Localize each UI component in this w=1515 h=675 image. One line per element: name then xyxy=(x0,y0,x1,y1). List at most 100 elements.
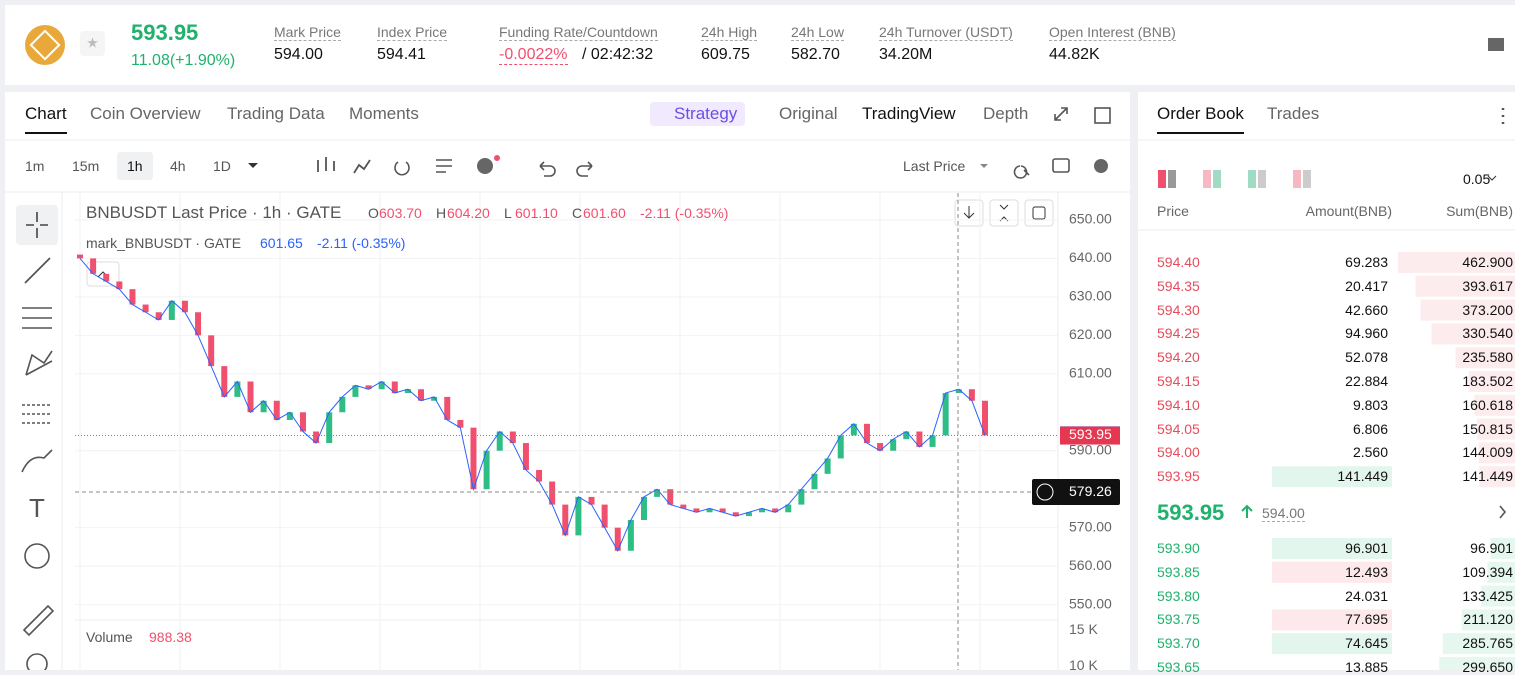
candle-body xyxy=(352,385,359,397)
chart-panel xyxy=(5,92,1130,670)
book-sum: 150.815 xyxy=(1462,420,1513,437)
y-tick-label: 550.00 xyxy=(1069,595,1112,611)
trade-flash xyxy=(1272,609,1392,631)
view-tab[interactable]: Strategy xyxy=(650,102,746,126)
candle-body xyxy=(391,381,398,394)
candle-body xyxy=(260,400,267,413)
candle-body xyxy=(798,489,805,505)
view-tab[interactable]: Original xyxy=(779,104,838,123)
ruler-tool[interactable] xyxy=(22,604,55,637)
depth-bar xyxy=(1490,538,1515,559)
dropdown-caret[interactable] xyxy=(1487,175,1497,181)
stat-label[interactable]: 24h Turnover (USDT) xyxy=(879,24,1013,41)
depth-bar xyxy=(1468,371,1515,392)
candle-body xyxy=(719,508,726,513)
candle-body xyxy=(247,381,254,413)
interval-button[interactable]: 1D xyxy=(213,158,231,174)
chart-tab[interactable]: Coin Overview xyxy=(90,104,201,123)
fit-button[interactable] xyxy=(989,199,1019,227)
interval-button[interactable]: 15m xyxy=(72,158,100,174)
book-price: 594.10 xyxy=(1157,396,1200,413)
mark-price-line xyxy=(79,258,986,552)
candle-body xyxy=(509,431,516,444)
dropdown-caret[interactable] xyxy=(248,163,258,168)
candle-body xyxy=(273,400,280,420)
line-tool[interactable] xyxy=(24,257,51,284)
candle-body xyxy=(234,381,241,397)
chart-tab[interactable]: Chart xyxy=(25,104,67,134)
candle-body xyxy=(536,469,543,482)
book-price: 594.25 xyxy=(1157,325,1200,342)
search-icon[interactable] xyxy=(1013,165,1030,179)
depth-bar xyxy=(1415,275,1515,297)
reset-button[interactable] xyxy=(1024,199,1054,227)
candle-body xyxy=(693,508,700,513)
candle-body xyxy=(496,431,503,451)
stat-label[interactable]: Index Price xyxy=(377,24,448,41)
precision[interactable]: 0.05 xyxy=(1463,171,1491,187)
book-amount: 6.806 xyxy=(1352,420,1388,437)
interval-button[interactable]: 1m xyxy=(25,158,45,174)
chevron-right[interactable] xyxy=(1499,505,1507,519)
price-source[interactable]: Last Price xyxy=(903,158,966,174)
text-tool[interactable]: T xyxy=(29,493,45,523)
up-arrow xyxy=(1241,504,1253,518)
candle-body xyxy=(457,419,464,428)
favorite-button[interactable] xyxy=(80,31,105,56)
undo-redo[interactable] xyxy=(539,161,593,177)
book-layout-icons[interactable] xyxy=(1158,170,1311,188)
add-indicator[interactable] xyxy=(477,158,493,174)
candle-body xyxy=(483,450,490,490)
trade-flash xyxy=(1272,633,1392,655)
depth-bar xyxy=(1479,466,1515,488)
emoji-tool[interactable] xyxy=(24,543,50,569)
chart-tab[interactable]: Moments xyxy=(349,104,419,123)
candle-body xyxy=(916,431,923,447)
candle-body xyxy=(575,496,582,536)
book-amount: 52.078 xyxy=(1345,349,1388,366)
interval-button[interactable]: 4h xyxy=(170,158,186,174)
candle-body xyxy=(982,400,988,436)
pattern-tool[interactable] xyxy=(25,350,53,376)
book-price: 594.30 xyxy=(1157,301,1200,318)
stat-label[interactable]: 24h Low xyxy=(791,24,844,41)
crosshair-tool[interactable] xyxy=(16,205,58,245)
stat-label[interactable]: Funding Rate/Countdown xyxy=(499,24,658,41)
dropdown-caret[interactable] xyxy=(980,164,988,168)
crosshair-plus xyxy=(1036,483,1054,501)
book-tab[interactable]: Order Book xyxy=(1157,104,1244,134)
notice-dot xyxy=(494,155,500,161)
book-tab[interactable]: Trades xyxy=(1267,104,1320,123)
book-amount: 13.885 xyxy=(1345,659,1388,675)
candle-body xyxy=(955,389,962,394)
stat-label[interactable]: Open Interest (BNB) xyxy=(1049,24,1176,41)
book-amount: 94.960 xyxy=(1345,325,1388,342)
brush-tool[interactable] xyxy=(21,449,53,473)
book-sum: 144.009 xyxy=(1462,444,1513,461)
zoom-tool[interactable] xyxy=(26,653,48,670)
candle-body xyxy=(181,300,188,313)
stat-label[interactable]: Mark Price xyxy=(274,24,341,41)
expand-icon[interactable] xyxy=(1054,107,1068,121)
view-tab[interactable]: Depth xyxy=(983,104,1029,123)
candle-body xyxy=(365,385,372,390)
stat-value: 582.70 xyxy=(791,46,840,63)
y-tick-label: 560.00 xyxy=(1069,557,1112,573)
stat-label[interactable]: 24h High xyxy=(701,24,758,41)
last-price: 593.95 xyxy=(131,20,199,45)
projection-tool[interactable] xyxy=(22,404,52,424)
chart-style-icons[interactable] xyxy=(317,157,371,174)
toolbar-icons[interactable] xyxy=(394,159,452,176)
camera-icon[interactable] xyxy=(1052,158,1070,173)
interval-button[interactable]: 1h xyxy=(117,152,153,180)
chart-tab[interactable]: Trading Data xyxy=(227,104,325,123)
candle-body xyxy=(667,489,674,505)
fib-tool[interactable] xyxy=(22,307,52,329)
window-icon[interactable] xyxy=(1094,107,1111,124)
notebook-icon[interactable] xyxy=(1488,38,1504,51)
settings-icon[interactable] xyxy=(1094,159,1108,173)
view-tab[interactable]: TradingView xyxy=(862,104,956,123)
star-icon: ★ xyxy=(86,35,99,51)
book-amount: 96.901 xyxy=(1345,540,1388,556)
